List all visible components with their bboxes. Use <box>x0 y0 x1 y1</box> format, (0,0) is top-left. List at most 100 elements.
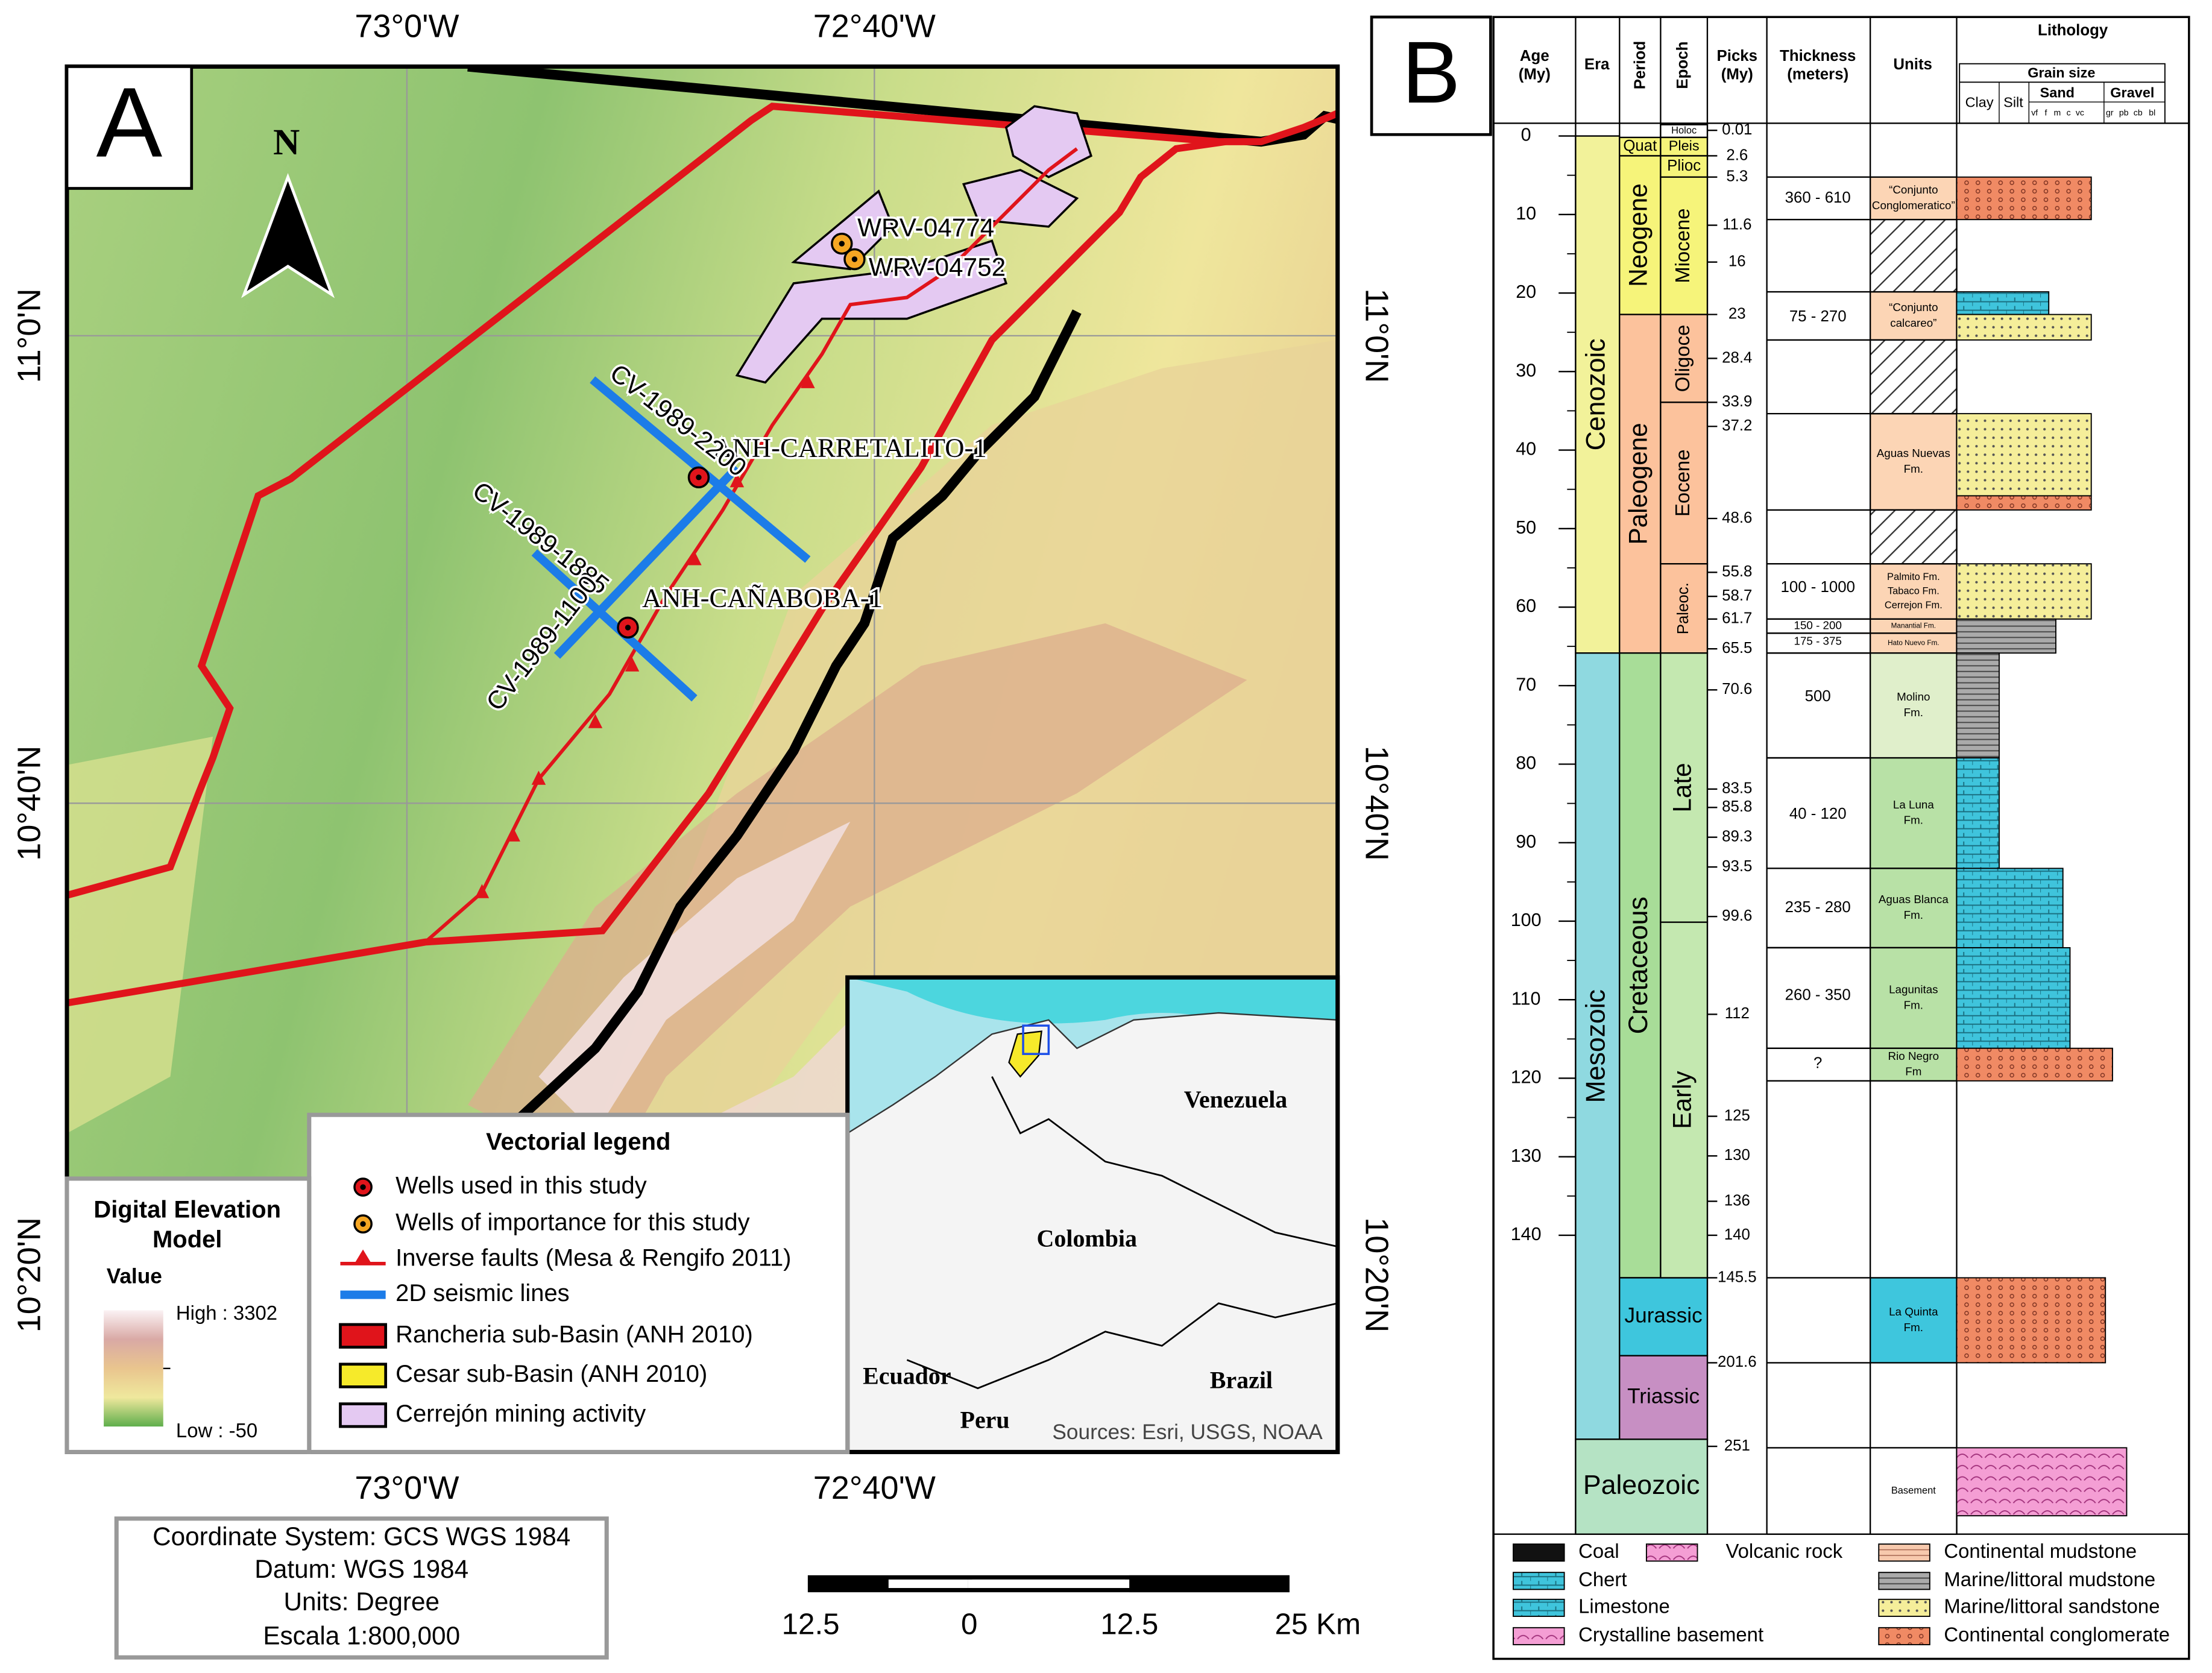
inset-extent <box>1022 1024 1050 1055</box>
inverse-fault <box>424 147 1079 944</box>
epoch-label: Holoc <box>1671 125 1697 136</box>
header: Epoch <box>1674 42 1691 89</box>
legend-item: Cesar sub-Basin (ANH 2010) <box>395 1361 707 1387</box>
period-box <box>1619 313 1662 654</box>
sources-label: Sources: Esri, USGS, NOAA <box>1052 1420 1323 1444</box>
legend-item: Rancheria sub-Basin (ANH 2010) <box>395 1321 753 1347</box>
thickness-label: ? <box>1813 1054 1822 1071</box>
latitude-label: 11°0'N <box>1358 288 1394 383</box>
dem-legend-title: Model <box>153 1226 222 1253</box>
fault-tooth <box>801 374 815 388</box>
lithology-bed <box>1956 652 2000 759</box>
pick-label: 201.6 <box>1718 1353 1757 1370</box>
legend-swatch <box>1513 1543 1565 1562</box>
unit-label: La Luna <box>1893 798 1934 811</box>
dem-legend-subtitle: Value <box>107 1265 162 1288</box>
well-label: ANH-CAÑABOBA-1 <box>642 583 883 613</box>
fault-tooth <box>588 714 603 728</box>
lithology-bed <box>1956 868 2064 948</box>
scale-label: 12.5 <box>1100 1607 1158 1640</box>
lithology-bed <box>1956 1047 2113 1082</box>
unit-box <box>1869 757 1958 869</box>
pick-label: 70.6 <box>1722 681 1752 698</box>
scale-label: 12.5 <box>782 1607 840 1640</box>
fault-tooth <box>531 770 546 785</box>
inset-border <box>906 1076 1338 1390</box>
dem-legend-title: Digital Elevation <box>93 1197 281 1223</box>
legend-item: Continental conglomerate <box>1944 1624 2170 1646</box>
peaks <box>538 821 851 1133</box>
inset-sea-deep <box>847 977 1338 1077</box>
legend-symbol <box>339 1323 388 1349</box>
unit-label: Tabaco Fm. <box>1888 585 1939 596</box>
age-tick-label: 60 <box>1516 596 1536 616</box>
unit-label: Lagunitas <box>1889 983 1938 995</box>
dem-ramp <box>104 1310 163 1427</box>
unit-label: calcareo” <box>1890 317 1936 329</box>
country-label: Colombia <box>1037 1225 1137 1252</box>
epoch-label: Miocene <box>1671 209 1694 283</box>
legend-item: Wells used in this study <box>395 1173 647 1199</box>
lithology-bed <box>1956 413 2092 497</box>
well-label: ANH-CARRETALITO-1 <box>713 432 986 462</box>
pick-label: 55.8 <box>1722 563 1752 580</box>
grain-class: Sand <box>2040 84 2075 100</box>
lithology-bed <box>1956 291 2050 315</box>
pick-label: 83.5 <box>1722 780 1752 797</box>
well-label: WRV-04752 <box>869 253 1006 282</box>
epoch-label: Plioc <box>1667 157 1701 174</box>
seismic-line <box>553 464 740 659</box>
pick-label: 23 <box>1728 305 1746 322</box>
lithology-hiatus <box>1869 219 1958 293</box>
north-label: N <box>273 122 300 163</box>
unit-box <box>1869 632 1958 654</box>
pick-label: 130 <box>1724 1147 1750 1164</box>
legend-item: Marine/littoral sandstone <box>1944 1595 2160 1618</box>
panel-label: A <box>96 67 163 178</box>
period-label: Triassic <box>1627 1384 1700 1408</box>
unit-box <box>1869 947 1958 1049</box>
country-label: Ecuador <box>863 1362 951 1389</box>
legend-item: 2D seismic lines <box>395 1280 570 1306</box>
legend-symbol <box>360 1221 366 1227</box>
fault-tooth <box>687 551 702 566</box>
unit-label: Fm. <box>1904 1321 1923 1334</box>
header: (My) <box>1721 66 1753 83</box>
period-box <box>1619 1355 1709 1440</box>
pick-label: 33.9 <box>1722 393 1752 410</box>
legend-symbol <box>339 1363 388 1388</box>
age-tick-label: 70 <box>1516 674 1536 695</box>
info-line: Datum: WGS 1984 <box>254 1555 468 1583</box>
legend-item: Limestone <box>1578 1595 1670 1618</box>
legend-item: Wells of importance for this study <box>395 1209 749 1236</box>
grain-subclass: vf <box>2031 108 2038 118</box>
pick-label: 37.2 <box>1722 417 1752 434</box>
period-label: Paleogene <box>1624 423 1653 544</box>
mining-area <box>1004 105 1092 178</box>
latitude-label: 10°20'N <box>1358 1217 1394 1332</box>
age-tick-label: 110 <box>1511 988 1541 1009</box>
lithology-hiatus <box>1869 509 1958 565</box>
scale-label: 25 Km <box>1275 1607 1361 1640</box>
dem-legend-high: High : 3302 <box>176 1302 277 1324</box>
legend-title: Vectorial legend <box>486 1129 670 1155</box>
grain-subclass: vc <box>2076 108 2084 118</box>
unit-label: Fm. <box>1904 814 1923 827</box>
legend-swatch <box>1878 1543 1930 1562</box>
legend-item: Volcanic rock <box>1725 1540 1842 1562</box>
age-tick-label: 0 <box>1521 125 1531 145</box>
pick-label: 2.6 <box>1726 147 1748 163</box>
epoch-box <box>1660 921 1709 1279</box>
well-center <box>696 474 702 480</box>
epoch-label: Paleoc. <box>1675 582 1692 634</box>
legend-item: Cerrejón mining activity <box>395 1400 646 1427</box>
era-box <box>1575 652 1621 1440</box>
grain-subclass: f <box>2045 108 2047 118</box>
inset-map <box>847 977 1338 1452</box>
age-tick-label: 90 <box>1516 831 1536 852</box>
scale-bar <box>1129 1575 1290 1593</box>
rancheria-boundary <box>66 138 1226 1007</box>
latitude-label: 11°0'N <box>11 288 48 383</box>
age-tick-label: 130 <box>1511 1145 1542 1166</box>
fault-tooth <box>729 473 745 488</box>
